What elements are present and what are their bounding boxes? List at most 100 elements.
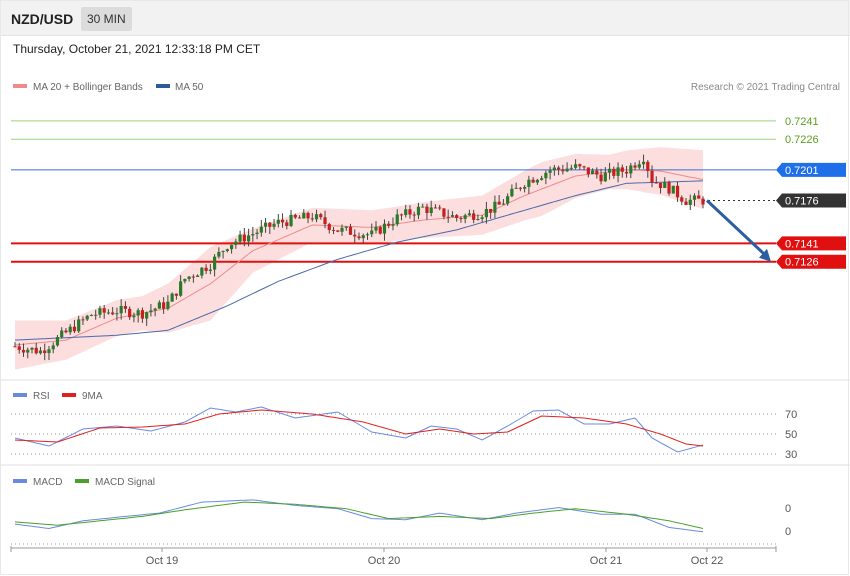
candle [633,162,637,171]
candle-body [331,229,336,231]
candle [540,175,544,181]
candle [64,328,68,334]
candle [489,208,493,219]
candle-body [272,223,276,227]
candle [650,165,654,188]
candle-body [654,182,658,184]
candle [344,225,348,231]
candle-body [535,179,539,183]
candle-body [280,219,285,223]
candle-body [174,293,178,296]
candle-body [204,267,208,271]
candle-body [650,170,654,183]
candle-body [421,206,425,208]
candle [170,292,174,302]
rsi-level-label: 70 [785,409,797,421]
candle [162,297,166,314]
candle [255,228,259,240]
candle [289,209,293,228]
candle-body [612,168,616,176]
candle-body [378,226,382,234]
candle [586,167,590,178]
candle [455,213,459,222]
candle [446,209,450,223]
candle-body [629,165,633,174]
candle-body [72,326,77,332]
candle-body [472,213,476,220]
candle-body [140,310,145,319]
candle [616,162,620,183]
candle [234,238,238,249]
candle [26,347,30,359]
candle [637,160,641,170]
candle-body [557,167,561,170]
candle [106,309,111,315]
candle-body [81,319,85,321]
candle-body [60,330,64,338]
candle-body [17,346,21,350]
candle-body [523,186,527,189]
candle [421,203,425,208]
candle [115,307,119,321]
candle-body [395,214,399,225]
candle-body [111,312,115,315]
candle [357,232,361,241]
candle-body [701,198,705,205]
candle-body [268,222,272,227]
candle-body [123,305,128,309]
candle-body [77,319,81,332]
candle-body [565,168,569,172]
candle-body [132,315,136,318]
candle-body [310,218,314,220]
price-level-label: 0.7226 [785,134,819,146]
candle-body [217,251,221,257]
candle [523,185,527,193]
rsi-legend-label: RSI [33,391,50,402]
candle-body [582,166,586,168]
candle-body [357,236,361,239]
x-axis-tick-label: Oct 22 [691,555,723,567]
candle [395,209,399,227]
candle [370,223,374,238]
candle-body [13,346,17,348]
candle-body [603,172,607,182]
candle [573,159,578,170]
candle-body [191,276,195,278]
candle [425,203,429,220]
candle-body [688,199,692,205]
candle [399,213,404,221]
candle-body [344,226,348,228]
candle [136,308,140,323]
candle [416,202,421,220]
candle-body [34,347,38,354]
candle-body [480,217,484,220]
candle [94,309,98,320]
price-level-tag [776,193,846,208]
candle [293,213,297,219]
candle [221,250,225,259]
candle [412,211,416,222]
ma20-legend-swatch [13,84,27,88]
timeframe-badge[interactable]: 30 MIN [81,7,132,31]
candle [569,164,573,171]
candle [306,211,310,224]
candle [680,195,684,206]
candle-body [115,313,119,315]
candle [629,162,633,179]
candle-body [697,195,701,199]
candle-body [166,301,170,309]
candle-body [348,226,353,235]
macd-legend-label: MACD [33,477,62,488]
candle-body [153,308,157,311]
candle [595,167,599,179]
candle [361,233,365,244]
candle-body [607,168,612,173]
candle-body [353,234,357,237]
candle-body [633,165,637,168]
candle-body [43,350,47,354]
rsi-legend-swatch [13,393,27,397]
rsi-legend: RSI 9MA [13,391,103,402]
ma50-legend-label: MA 50 [175,82,204,93]
rsi-line [14,406,704,453]
candle-body [276,219,280,224]
